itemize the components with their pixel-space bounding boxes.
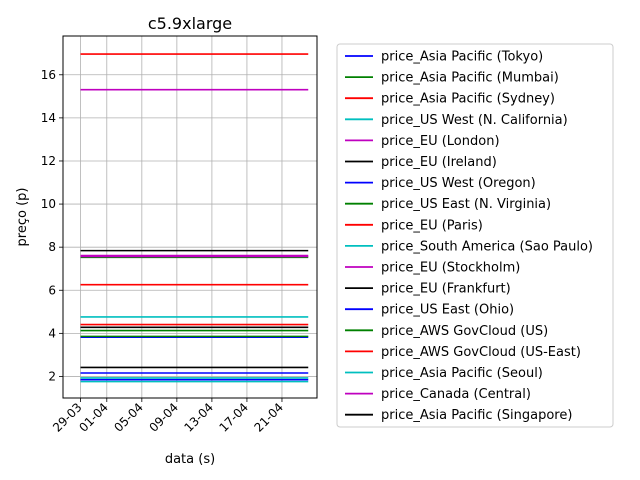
legend-entry-label: price_AWS GovCloud (US-East) — [381, 345, 581, 360]
x-tick-label: 17-04 — [216, 400, 251, 435]
legend-entry-label: price_EU (Ireland) — [381, 155, 497, 170]
legend-entry-label: price_Asia Pacific (Mumbai) — [381, 71, 559, 86]
legend-entry-label: price_Asia Pacific (Seoul) — [381, 366, 543, 381]
legend-entry-label: price_US West (N. California) — [381, 113, 568, 128]
y-axis-ticks: 2 4 6 8 10 12 14 16 — [41, 68, 63, 383]
x-tick-label: 09-04 — [146, 400, 181, 435]
y-tick-label: 6 — [48, 283, 56, 297]
legend-entry-label: price_EU (Frankfurt) — [381, 282, 511, 297]
legend-box — [336, 43, 614, 428]
y-tick-label: 8 — [48, 240, 56, 254]
x-tick-label: 05-04 — [111, 400, 146, 435]
y-tick-label: 14 — [41, 111, 56, 125]
legend-entry-label: price_US East (Ohio) — [381, 303, 514, 318]
grid — [63, 36, 317, 398]
x-tick-label: 13-04 — [181, 400, 216, 435]
y-tick-label: 12 — [41, 154, 56, 168]
x-tick-label: 21-04 — [252, 400, 287, 435]
x-axis-label: data (s) — [165, 452, 215, 467]
legend-entry-label: price_Asia Pacific (Singapore) — [381, 408, 572, 423]
legend-entry-label: price_South America (Sao Paulo) — [381, 239, 593, 254]
y-tick-label: 16 — [41, 68, 56, 82]
legend-entry-label: price_Canada (Central) — [381, 387, 531, 402]
y-tick-label: 2 — [48, 369, 56, 383]
legend-entry-label: price_EU (London) — [381, 134, 500, 149]
chart-title: c5.9xlarge — [148, 14, 232, 33]
legend-entry-label: price_EU (Stockholm) — [381, 261, 520, 276]
legend-entry-label: price_US West (Oregon) — [381, 176, 536, 191]
legend-entry-label: price_Asia Pacific (Sydney) — [381, 92, 555, 107]
x-tick-label: 01-04 — [76, 400, 111, 435]
legend-entry-label: price_US East (N. Virginia) — [381, 197, 551, 212]
legend-entry-label: price_EU (Paris) — [381, 218, 483, 233]
series-lines — [80, 53, 309, 383]
legend-entry-label: price_AWS GovCloud (US) — [381, 324, 548, 339]
plot-frame — [62, 35, 318, 399]
y-axis-label: preço (p) — [15, 188, 30, 247]
legend-entry-label: price_Asia Pacific (Tokyo) — [381, 50, 543, 65]
y-tick-label: 10 — [41, 197, 56, 211]
y-tick-label: 4 — [48, 326, 56, 340]
x-tick-label: 29-03 — [50, 400, 85, 435]
legend: price_Asia Pacific (Tokyo) price_Asia Pac… — [336, 43, 614, 428]
